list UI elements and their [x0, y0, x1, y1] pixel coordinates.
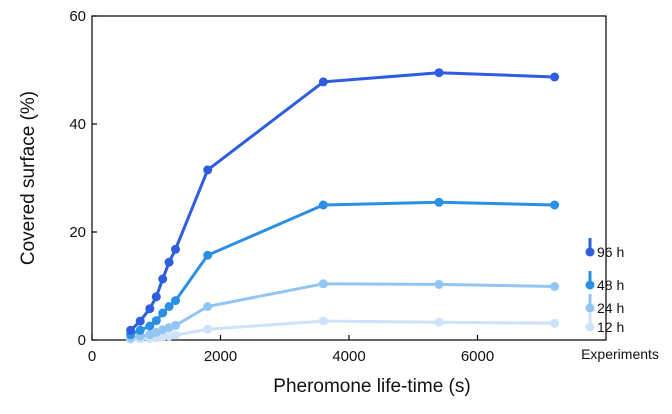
data-point — [151, 292, 161, 302]
x-tick-label: 6000 — [461, 348, 494, 365]
data-point — [171, 244, 180, 254]
data-point — [158, 308, 168, 318]
data-point — [434, 197, 444, 207]
data-point — [151, 316, 161, 326]
legend-label: 48 h — [597, 277, 624, 293]
series-96h — [126, 68, 560, 335]
data-point — [164, 257, 174, 267]
data-point — [171, 296, 180, 306]
y-tick-label: 40 — [69, 116, 86, 133]
data-point — [434, 68, 444, 78]
series-line — [129, 319, 557, 341]
data-point — [550, 282, 560, 291]
data-point — [145, 304, 155, 314]
series-line — [129, 71, 557, 332]
data-point — [318, 200, 328, 210]
data-point — [318, 279, 328, 289]
legend-label: 24 h — [597, 300, 624, 316]
data-point — [203, 250, 213, 260]
data-point — [126, 325, 136, 335]
series-layer — [126, 68, 560, 344]
series-48h — [126, 197, 560, 340]
legend: 96 h 48 h 24 h 12 h Experiments — [581, 238, 659, 362]
legend-label: 12 h — [597, 319, 624, 335]
y-axis-label: Covered surface (%) — [18, 91, 39, 265]
data-point — [158, 274, 168, 284]
data-point — [318, 77, 328, 87]
data-point — [434, 317, 444, 327]
legend-title: Experiments — [581, 346, 659, 362]
legend-label: 96 h — [597, 244, 624, 260]
series-line — [129, 282, 557, 340]
data-point — [550, 200, 560, 210]
plot-frame — [91, 15, 607, 341]
x-tick-label: 2000 — [204, 348, 237, 365]
data-point — [135, 316, 145, 326]
legend-swatch-marker — [585, 247, 595, 257]
data-point — [434, 279, 444, 289]
data-point — [171, 320, 180, 330]
y-axis-ticks: 0 20 40 60 — [69, 8, 97, 349]
data-point — [550, 318, 560, 328]
x-tick-label: 4000 — [332, 348, 365, 365]
data-point — [164, 302, 174, 311]
legend-swatch-marker — [585, 280, 595, 290]
legend-swatch-marker — [585, 322, 595, 332]
data-point — [550, 72, 560, 82]
y-tick-label: 0 — [78, 332, 86, 349]
x-tick-label: 0 — [88, 348, 96, 365]
y-tick-label: 60 — [69, 8, 86, 25]
data-point — [171, 330, 180, 340]
data-point — [318, 316, 328, 326]
data-point — [135, 325, 145, 335]
y-tick-label: 20 — [69, 224, 86, 241]
legend-swatch-marker — [585, 303, 595, 313]
data-point — [203, 324, 213, 334]
data-point — [203, 165, 213, 175]
x-axis-label: Pheromone life-time (s) — [273, 376, 470, 397]
data-point — [145, 321, 155, 331]
x-axis-ticks: 0 2000 4000 6000 — [88, 335, 494, 365]
data-point — [203, 302, 213, 311]
